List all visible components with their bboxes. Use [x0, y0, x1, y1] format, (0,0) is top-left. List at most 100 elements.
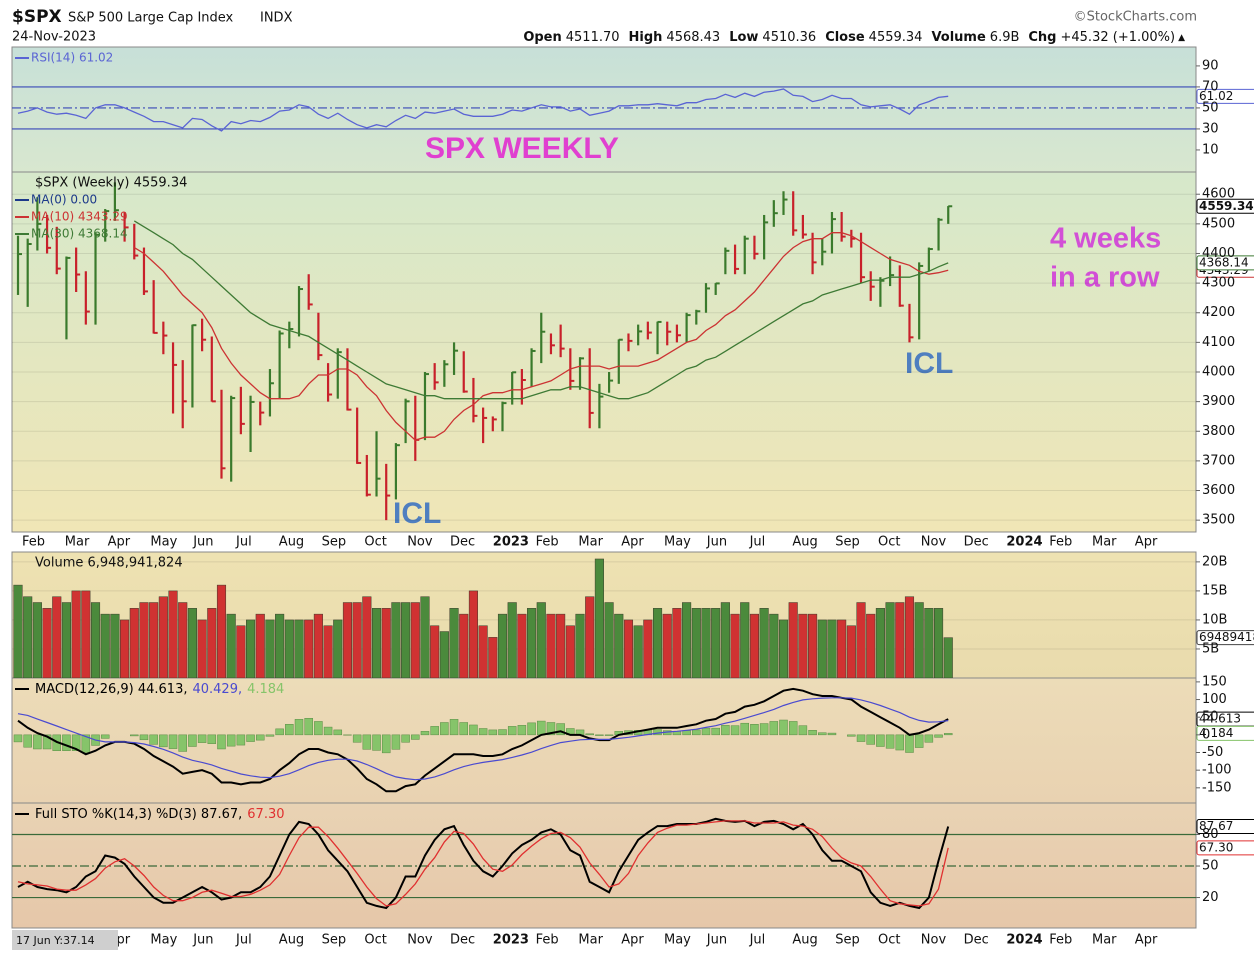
- value-box: [1196, 255, 1254, 271]
- y-tick-label: 30: [1202, 121, 1219, 136]
- histogram-bar: [323, 726, 333, 736]
- quote: Open 4511.70 High 4568.43 Low 4510.36 Close 455…: [523, 30, 1185, 45]
- x-tick-label: Mar: [1092, 535, 1117, 550]
- volume-bar: [778, 619, 789, 678]
- x-tick-label: Jul: [749, 535, 766, 550]
- quote-label: High: [629, 30, 663, 45]
- histogram-bar: [827, 732, 837, 736]
- volume-bar: [730, 613, 740, 678]
- volume-bar: [875, 608, 885, 678]
- histogram-bar: [33, 734, 42, 750]
- volume-bar: [362, 596, 372, 678]
- histogram-bar: [449, 719, 459, 736]
- histogram-bar: [943, 733, 953, 736]
- histogram-bar: [914, 734, 924, 748]
- annotation-title: SPX WEEKLY: [425, 132, 619, 165]
- volume-bar: [197, 619, 207, 678]
- quote-value: 4568.43: [666, 30, 720, 45]
- y-tick-label: 4100: [1202, 335, 1235, 350]
- volume-bar: [682, 602, 692, 678]
- histogram-bar: [905, 734, 914, 753]
- volume-bar: [720, 602, 730, 678]
- y-tick-label: 20: [1202, 890, 1219, 905]
- histogram-bar: [265, 734, 275, 737]
- legend: MACD(12,26,9) 44.613, 40.429, 4.184: [35, 682, 284, 697]
- series-line: [17, 88, 949, 132]
- y-tick-label: 10B: [1202, 612, 1227, 627]
- histogram-bar: [537, 720, 546, 736]
- value-box-label: 6948941824: [1199, 630, 1254, 644]
- symbol: $SPX: [12, 7, 62, 27]
- y-tick-label: 5B: [1202, 641, 1219, 656]
- x-tick-label: Feb: [1049, 535, 1072, 550]
- y-tick-label: 3500: [1202, 513, 1235, 528]
- y-tick-label: 50: [1202, 859, 1219, 874]
- volume-bar: [71, 590, 81, 678]
- volume-bar: [226, 613, 236, 678]
- volume-bar: [100, 613, 110, 678]
- x-tick-label: Mar: [65, 535, 90, 550]
- volume-bar: [120, 619, 130, 678]
- y-tick-label: 3700: [1202, 453, 1235, 468]
- histogram-bar: [847, 734, 856, 737]
- histogram-bar: [207, 734, 217, 744]
- histogram-bar: [352, 734, 362, 743]
- value-box-label: 4.184: [1199, 726, 1233, 740]
- price-panel: [11, 171, 1197, 533]
- x-tick-label: Nov: [921, 535, 947, 550]
- volume-bar: [914, 602, 924, 678]
- change-icon: ▲: [1178, 33, 1185, 43]
- x-tick-label: Jun: [706, 933, 727, 948]
- volume-bar: [439, 631, 449, 678]
- legend-entry: 67.30: [247, 807, 284, 822]
- volume-bar: [895, 602, 905, 678]
- histogram-bar: [294, 719, 304, 736]
- x-tick-label: Feb: [536, 535, 559, 550]
- volume-bar: [817, 619, 827, 678]
- value-box-label: 44.613: [1199, 712, 1241, 726]
- quote-value: 6.9B: [990, 30, 1020, 45]
- histogram-bar: [256, 734, 265, 741]
- volume-bar: [420, 596, 430, 678]
- value-box: [1196, 630, 1254, 646]
- volume-bar: [837, 619, 847, 678]
- histogram-bar: [42, 734, 52, 750]
- volume-bar: [866, 613, 876, 678]
- index-name: S&P 500 Large Cap Index: [68, 11, 234, 26]
- value-box-label: 67.30: [1199, 840, 1233, 854]
- histogram-bar: [469, 724, 478, 736]
- histogram-bar: [701, 727, 711, 736]
- volume-bar: [652, 608, 663, 678]
- volume-bar: [934, 608, 944, 678]
- volume-bar: [61, 602, 72, 678]
- x-tick-label: Oct: [364, 535, 386, 550]
- histogram-bar: [498, 729, 507, 736]
- x-tick-label: Apr: [1135, 933, 1158, 948]
- y-tick-label: -150: [1202, 780, 1232, 795]
- x-tick-label: Jun: [192, 933, 213, 948]
- histogram-bar: [188, 734, 197, 747]
- y-tick-label: 4600: [1202, 187, 1235, 202]
- x-tick-label: Jul: [235, 933, 252, 948]
- histogram-bar: [934, 734, 943, 738]
- quote-label: Open: [523, 30, 561, 45]
- cursor-label: 17 Jun Y:37.14: [16, 934, 95, 947]
- volume-bar: [643, 619, 653, 678]
- histogram-bar: [100, 734, 110, 739]
- histogram-bar: [333, 729, 343, 736]
- x-tick-label: Dec: [450, 933, 475, 948]
- histogram-bar: [304, 718, 313, 736]
- volume-bar: [536, 602, 546, 678]
- histogram-bar: [401, 734, 410, 743]
- volume-bar: [740, 602, 750, 678]
- legend-entry: Full STO %K(14,3) %D(3) 87.67,: [35, 807, 242, 822]
- y-tick-label: 4000: [1202, 365, 1235, 380]
- histogram-bar: [711, 727, 720, 736]
- histogram-bar: [314, 721, 323, 736]
- x-tick-label: Apr: [621, 933, 644, 948]
- volume-bar: [333, 619, 343, 678]
- histogram-bar: [372, 734, 381, 751]
- histogram-bar: [13, 734, 23, 743]
- volume-bar: [517, 613, 527, 678]
